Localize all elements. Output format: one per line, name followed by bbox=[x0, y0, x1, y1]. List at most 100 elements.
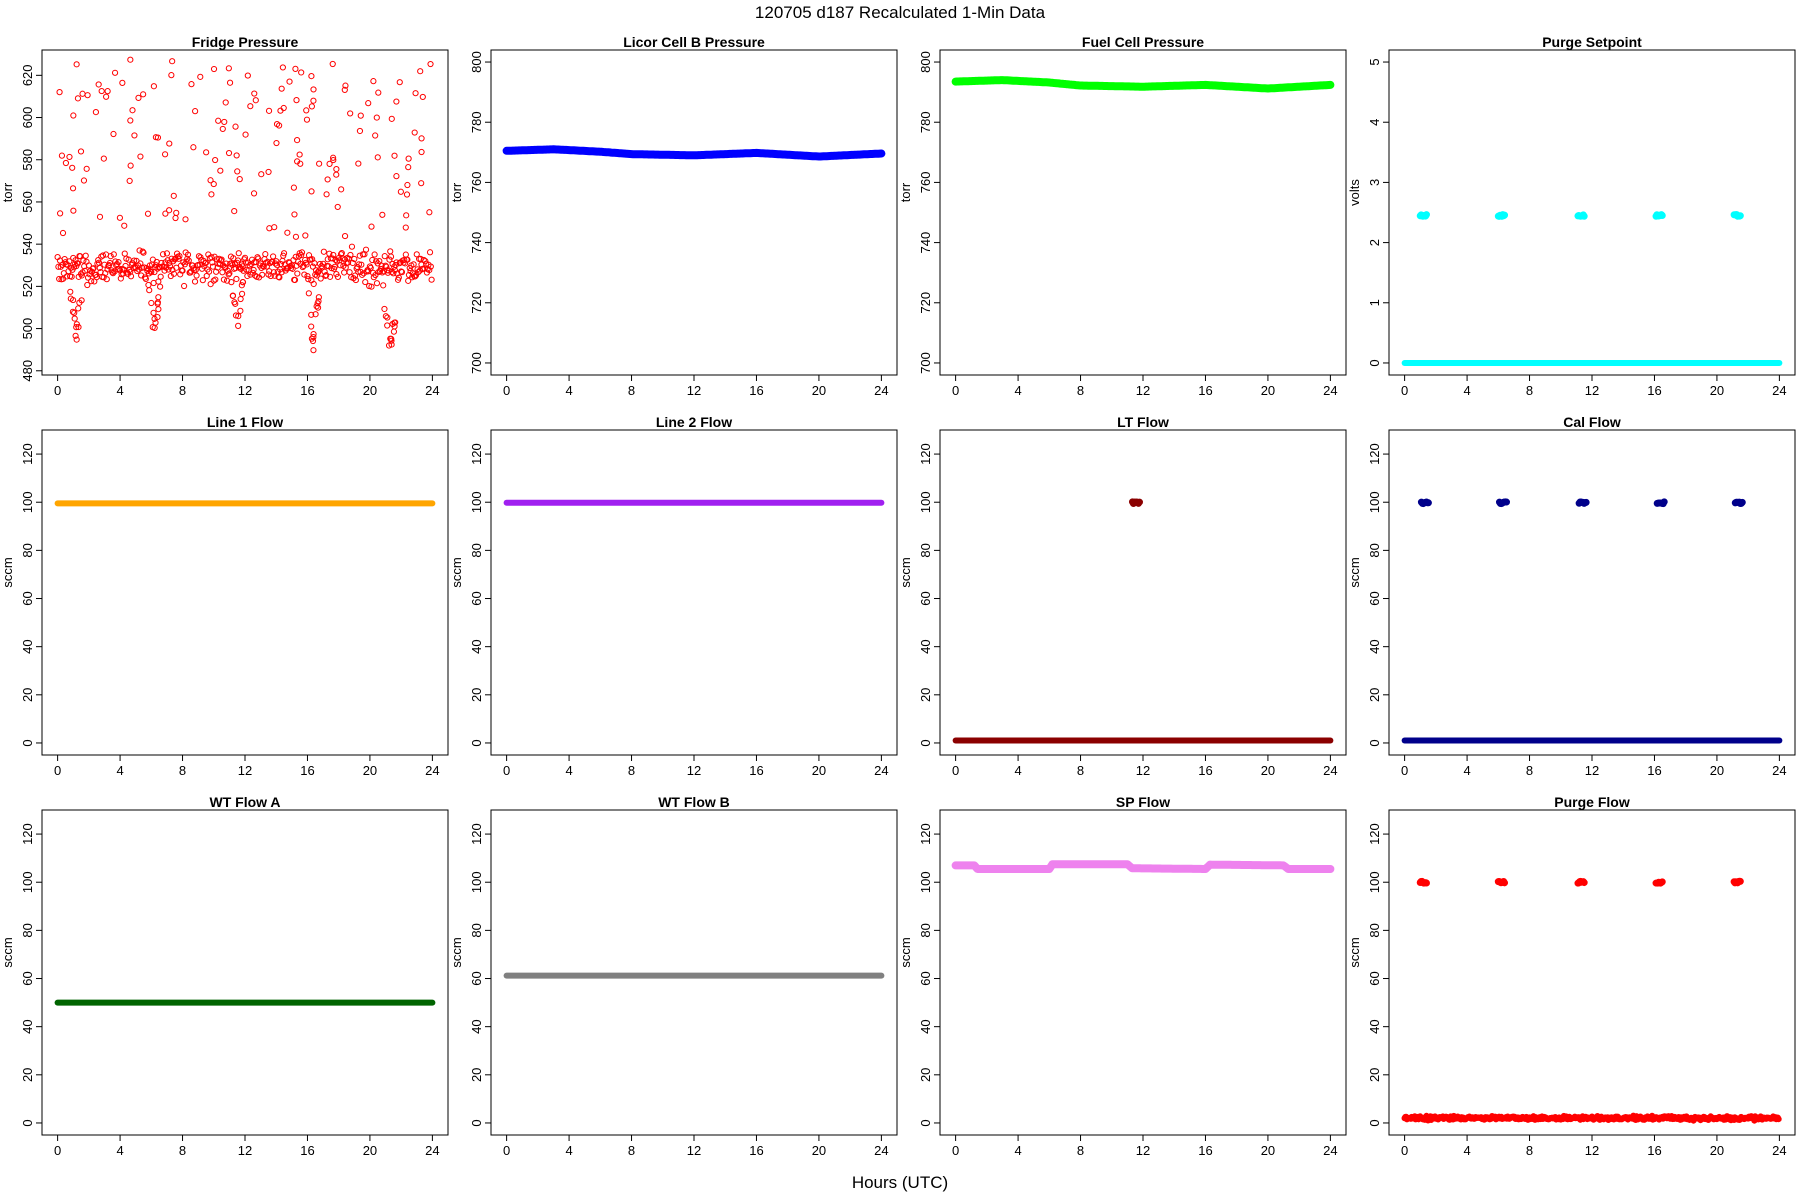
data-point bbox=[308, 103, 315, 110]
data-point bbox=[218, 256, 225, 263]
data-point bbox=[105, 262, 112, 270]
y-tick-label: 100 bbox=[918, 491, 933, 513]
data-point bbox=[334, 273, 342, 280]
x-tick-label: 0 bbox=[1401, 383, 1408, 398]
x-tick-label: 4 bbox=[116, 1143, 123, 1158]
data-point bbox=[157, 273, 164, 280]
data-point bbox=[140, 91, 147, 98]
data-point bbox=[131, 257, 138, 264]
y-tick-label: 540 bbox=[20, 233, 35, 255]
data-point bbox=[152, 134, 160, 141]
y-tick-label: 60 bbox=[20, 971, 35, 985]
data-point bbox=[290, 184, 297, 191]
x-tick-label: 16 bbox=[749, 1143, 763, 1158]
data-point bbox=[127, 117, 134, 124]
data-point bbox=[331, 263, 338, 270]
data-point bbox=[411, 129, 418, 136]
data-point bbox=[79, 90, 86, 97]
data-point bbox=[166, 207, 173, 214]
data-point bbox=[405, 155, 412, 162]
x-tick-label: 12 bbox=[238, 1143, 252, 1158]
data-point bbox=[380, 282, 387, 289]
y-tick-label: 20 bbox=[1367, 688, 1382, 702]
data-point bbox=[386, 256, 393, 263]
data-point bbox=[384, 322, 391, 329]
data-point bbox=[308, 73, 315, 80]
x-tick-label: 8 bbox=[1077, 763, 1084, 778]
data-point bbox=[235, 322, 242, 329]
data-point bbox=[188, 81, 195, 88]
x-tick-label: 4 bbox=[565, 1143, 572, 1158]
data-point bbox=[201, 263, 208, 270]
data-point bbox=[379, 211, 386, 218]
y-tick-label: 20 bbox=[469, 1068, 484, 1082]
data-point bbox=[184, 255, 191, 262]
panel-title: Fuel Cell Pressure bbox=[1082, 34, 1204, 50]
data-point bbox=[338, 186, 345, 193]
y-tick-label: 600 bbox=[20, 107, 35, 129]
data-point bbox=[182, 216, 189, 223]
y-tick-label: 40 bbox=[918, 639, 933, 653]
data-point bbox=[147, 268, 154, 275]
y-tick-label: 60 bbox=[469, 591, 484, 605]
data-point bbox=[419, 93, 426, 101]
y-axis-label: sccm bbox=[1347, 937, 1362, 967]
panel-cal-flow: Cal Flow 0 4 8 12 16 20 24 0 20 40 60 80 100 120 sccm bbox=[1347, 414, 1796, 778]
x-tick-label: 8 bbox=[179, 383, 186, 398]
data-point bbox=[191, 278, 199, 285]
data-point bbox=[427, 263, 434, 270]
data-point bbox=[1658, 212, 1666, 220]
data-point bbox=[347, 251, 354, 259]
data-point bbox=[266, 225, 273, 232]
x-tick-label: 20 bbox=[812, 763, 826, 778]
y-tick-label: 20 bbox=[20, 1068, 35, 1082]
data-point bbox=[163, 250, 171, 257]
data-point bbox=[225, 149, 233, 157]
data-point bbox=[1658, 878, 1666, 886]
panel-title: Licor Cell B Pressure bbox=[623, 34, 765, 50]
data-point bbox=[402, 251, 409, 258]
data-point bbox=[111, 69, 119, 76]
data-point bbox=[293, 262, 300, 269]
data-point bbox=[333, 171, 340, 178]
data-point bbox=[298, 69, 305, 76]
y-tick-label: 780 bbox=[469, 111, 484, 133]
panel-wt-flow-a: WT Flow A 0 4 8 12 16 20 24 0 20 40 60 80 100 120 sccm bbox=[0, 794, 449, 1158]
data-point bbox=[1580, 212, 1588, 220]
data-point bbox=[110, 130, 117, 138]
x-tick-label: 0 bbox=[952, 763, 959, 778]
data-series bbox=[502, 145, 886, 161]
data-point bbox=[192, 108, 199, 115]
y-tick-label: 100 bbox=[1367, 871, 1382, 893]
data-point bbox=[110, 251, 117, 258]
panel-purge-flow: Purge Flow 0 4 8 12 16 20 24 0 20 40 60 80 100 120 sccm bbox=[1347, 794, 1796, 1158]
data-point bbox=[130, 264, 137, 272]
y-tick-label: 20 bbox=[918, 1068, 933, 1082]
data-point bbox=[95, 81, 102, 88]
data-point bbox=[265, 168, 272, 176]
data-point bbox=[305, 276, 312, 283]
data-point bbox=[405, 277, 412, 284]
x-tick-label: 12 bbox=[1585, 763, 1599, 778]
data-point bbox=[365, 100, 372, 107]
y-tick-label: 20 bbox=[20, 688, 35, 702]
data-point bbox=[341, 269, 348, 276]
data-point bbox=[135, 94, 142, 101]
y-tick-label: 40 bbox=[469, 639, 484, 653]
y-tick-label: 780 bbox=[918, 111, 933, 133]
x-tick-label: 12 bbox=[687, 1143, 701, 1158]
y-tick-label: 0 bbox=[1367, 1119, 1382, 1126]
y-tick-label: 60 bbox=[1367, 971, 1382, 985]
x-tick-label: 4 bbox=[1463, 763, 1470, 778]
y-tick-label: 100 bbox=[1367, 491, 1382, 513]
x-tick-label: 8 bbox=[179, 763, 186, 778]
y-tick-label: 20 bbox=[918, 688, 933, 702]
data-point bbox=[232, 123, 239, 130]
data-point bbox=[280, 104, 287, 112]
data-point bbox=[381, 253, 388, 260]
x-tick-label: 0 bbox=[1401, 1143, 1408, 1158]
data-point bbox=[332, 256, 339, 264]
panel-title: Purge Setpoint bbox=[1542, 34, 1642, 50]
data-point bbox=[309, 263, 317, 270]
data-point bbox=[72, 332, 79, 339]
